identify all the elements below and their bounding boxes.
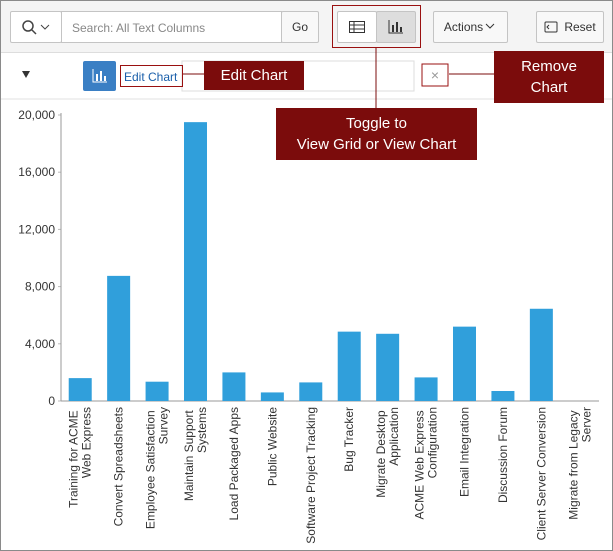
bar bbox=[529, 308, 553, 401]
x-tick-label: Load Packaged Apps bbox=[227, 407, 241, 520]
label-line: Training for ACME bbox=[67, 407, 81, 508]
x-tick-label: Discussion Forum bbox=[496, 407, 510, 503]
view-grid-button[interactable] bbox=[337, 11, 377, 43]
bar bbox=[260, 392, 284, 401]
x-tick-label: Convert Spreadsheets bbox=[112, 407, 126, 526]
chart-icon bbox=[388, 20, 403, 34]
bar bbox=[491, 390, 515, 401]
x-tick-label: Public Website bbox=[265, 407, 279, 486]
x-tick-label: Bug Tracker bbox=[342, 407, 356, 472]
remove-chart-button[interactable]: × bbox=[430, 67, 440, 83]
remove-highlight bbox=[421, 63, 449, 87]
search-menu[interactable] bbox=[10, 11, 62, 43]
callout-line-text: Toggle to bbox=[346, 115, 407, 132]
label-line: Migrate from Legacy bbox=[566, 407, 580, 520]
callout-edit-chart: Edit Chart bbox=[204, 61, 304, 90]
label-line: Migrate Desktop bbox=[374, 407, 388, 498]
label-line: Server bbox=[579, 407, 593, 442]
x-tick-label: Training for ACME Web Express bbox=[67, 407, 94, 508]
x-tick-label: Email Integration bbox=[458, 407, 472, 497]
bar bbox=[107, 275, 131, 401]
label-line: ACME Web Express bbox=[413, 407, 427, 519]
y-tick-label: 0 bbox=[48, 394, 55, 408]
label-line: Application bbox=[387, 407, 401, 466]
caret bbox=[485, 23, 495, 29]
bar bbox=[337, 331, 361, 401]
edit-chart-link[interactable]: Edit Chart bbox=[120, 65, 183, 87]
callout-line-text: Chart bbox=[530, 79, 568, 96]
bar bbox=[222, 372, 246, 401]
reset-label: Reset bbox=[564, 20, 596, 34]
reset-icon bbox=[544, 21, 558, 33]
x-tick-label: Maintain Support Systems bbox=[182, 407, 209, 501]
collapse-arrow bbox=[22, 71, 30, 78]
label-line: Survey bbox=[157, 407, 171, 444]
grid-icon bbox=[349, 21, 365, 33]
x-tick-label: Migrate from Legacy Server bbox=[566, 407, 593, 520]
actions-button[interactable]: Actions bbox=[433, 11, 508, 43]
actions-label: Actions bbox=[443, 20, 484, 34]
label-line: Configuration bbox=[426, 407, 440, 478]
callout-toggle: Toggle to View Grid or View Chart bbox=[276, 108, 477, 160]
bar bbox=[453, 326, 476, 401]
reset-button[interactable]: Reset bbox=[536, 11, 604, 43]
callout-remove-chart: Remove Chart bbox=[494, 51, 604, 103]
callout-line-text: View Grid or View Chart bbox=[296, 136, 457, 153]
y-tick-label: 20,000 bbox=[18, 108, 55, 122]
bar bbox=[414, 377, 438, 401]
x-tick-label: Employee Satisfaction Survey bbox=[144, 407, 171, 529]
bar bbox=[184, 122, 207, 402]
chart: 0 4,000 8,000 12,000 16,000 20,000 Training fo… bbox=[18, 108, 599, 544]
x-tick-label: ACME Web Express Configuration bbox=[413, 407, 440, 519]
bar bbox=[299, 382, 323, 401]
y-tick-label: 16,000 bbox=[18, 165, 55, 179]
y-tick-label: 8,000 bbox=[25, 280, 55, 294]
x-tick-label: Migrate Desktop Application bbox=[374, 407, 401, 498]
bar bbox=[145, 381, 169, 401]
x-tick-label: Software Project Tracking bbox=[304, 407, 318, 544]
search-icon bbox=[22, 20, 50, 35]
chart-icon bbox=[92, 69, 107, 83]
label-line: Systems bbox=[195, 407, 209, 453]
bar bbox=[68, 378, 92, 401]
go-button[interactable]: Go bbox=[281, 11, 319, 43]
view-chart-button[interactable] bbox=[376, 11, 416, 43]
bar bbox=[376, 333, 400, 401]
y-tick-label: 12,000 bbox=[18, 222, 55, 236]
label-line: Web Express bbox=[80, 407, 94, 478]
label-line: Maintain Support bbox=[182, 407, 196, 501]
label-line: Employee Satisfaction bbox=[144, 407, 158, 529]
y-tick-label: 4,000 bbox=[25, 337, 55, 351]
callout-line-text: Remove bbox=[521, 58, 577, 75]
x-tick-label: Client Server Conversion bbox=[534, 407, 548, 540]
toggle-highlight bbox=[332, 5, 421, 48]
chart-badge bbox=[83, 61, 116, 91]
